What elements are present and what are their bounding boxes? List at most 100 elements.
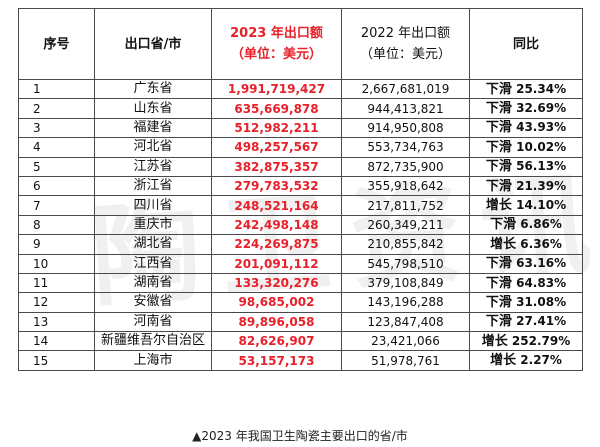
row-2023-export: 242,498,148	[211, 214, 342, 236]
export-table-container: 序号 出口省/市 2023 年出口额 （单位：美元） 2022 年出口额 （单位…	[18, 8, 583, 371]
row-2022-export: 123,847,408	[341, 311, 470, 333]
table-row: 6 浙江省 279,783,532 355,918,642 下滑 21.39%	[18, 175, 583, 197]
row-2022-export: 545,798,510	[341, 253, 470, 274]
row-index: 5	[18, 156, 95, 177]
row-2023-export: 1,991,719,427	[211, 78, 342, 100]
header-2023-unit: （单位：美元）	[230, 47, 322, 62]
row-province: 河北省	[94, 137, 212, 158]
row-province: 山东省	[94, 98, 212, 119]
row-2022-export: 914,950,808	[341, 117, 470, 139]
row-yoy-percent: 31.08%	[516, 294, 567, 309]
row-2023-export: 89,896,058	[211, 311, 342, 333]
row-province: 四川省	[94, 195, 212, 216]
row-yoy-direction: 下滑	[490, 217, 517, 233]
row-index: 14	[18, 331, 95, 352]
row-2023-export: 53,157,173	[211, 350, 342, 371]
table-header: 序号 出口省/市 2023 年出口额 （单位：美元） 2022 年出口额 （单位…	[18, 8, 583, 80]
row-index: 8	[18, 214, 95, 236]
row-2022-export: 379,108,849	[341, 272, 470, 294]
row-province: 江西省	[94, 253, 212, 274]
row-2023-export: 98,685,002	[211, 292, 342, 313]
row-yoy-percent: 25.34%	[516, 81, 567, 96]
row-index: 13	[18, 311, 95, 333]
row-index: 15	[18, 350, 95, 371]
row-province: 河南省	[94, 311, 212, 333]
table-row: 13 河南省 89,896,058 123,847,408 下滑 27.41%	[18, 311, 583, 333]
table-row: 14 新疆维吾尔自治区 82,626,907 23,421,066 增长 252…	[18, 331, 583, 352]
row-index: 4	[18, 137, 95, 158]
row-2022-export: 2,667,681,019	[341, 78, 470, 100]
row-yoy: 下滑 32.69%	[469, 98, 583, 119]
row-yoy-direction: 下滑	[485, 275, 512, 291]
row-2023-export: 498,257,567	[211, 137, 342, 158]
row-index: 10	[18, 253, 95, 274]
row-yoy: 下滑 43.93%	[469, 117, 583, 139]
row-index: 2	[18, 98, 95, 119]
row-yoy-direction: 增长	[485, 198, 512, 214]
row-province: 湖南省	[94, 272, 212, 294]
row-yoy-percent: 32.69%	[516, 101, 567, 116]
row-2023-export: 279,783,532	[211, 175, 342, 197]
table-row: 9 湖北省 224,269,875 210,855,842 增长 6.36%	[18, 234, 583, 255]
row-yoy-percent: 6.36%	[520, 236, 562, 251]
row-2022-export: 217,811,752	[341, 195, 470, 216]
row-index: 9	[18, 234, 95, 255]
row-index: 11	[18, 272, 95, 294]
row-yoy-direction: 下滑	[485, 294, 512, 310]
row-yoy-direction: 下滑	[485, 159, 512, 175]
row-yoy-direction: 下滑	[485, 178, 512, 194]
header-2023-title: 2023 年出口额	[230, 26, 323, 41]
table-row: 10 江西省 201,091,112 545,798,510 下滑 63.16%	[18, 253, 583, 274]
row-2023-export: 82,626,907	[211, 331, 342, 352]
header-2022-export: 2022 年出口额 （单位：美元）	[341, 8, 470, 80]
table-row: 12 安徽省 98,685,002 143,196,288 下滑 31.08%	[18, 292, 583, 313]
row-2023-export: 133,320,276	[211, 272, 342, 294]
row-2022-export: 23,421,066	[341, 331, 470, 352]
row-province: 江苏省	[94, 156, 212, 177]
row-yoy-percent: 252.79%	[511, 333, 571, 348]
table-row: 1 广东省 1,991,719,427 2,667,681,019 下滑 25.…	[18, 78, 583, 100]
table-row: 8 重庆市 242,498,148 260,349,211 下滑 6.86%	[18, 214, 583, 236]
row-yoy: 下滑 27.41%	[469, 311, 583, 333]
row-2023-export: 382,875,357	[211, 156, 342, 177]
header-2022-title: 2022 年出口额	[360, 26, 451, 41]
row-yoy-percent: 43.93%	[516, 120, 567, 135]
row-2023-export: 512,982,211	[211, 117, 342, 139]
row-2022-export: 51,978,761	[341, 350, 470, 371]
table-row: 11 湖南省 133,320,276 379,108,849 下滑 64.83%	[18, 272, 583, 294]
header-index: 序号	[18, 8, 95, 80]
table-caption: ▲2023 年我国卫生陶瓷主要出口的省/市	[192, 429, 408, 443]
table-row: 3 福建省 512,982,211 914,950,808 下滑 43.93%	[18, 117, 583, 139]
row-province: 新疆维吾尔自治区	[94, 331, 212, 352]
row-yoy-direction: 下滑	[485, 139, 512, 155]
row-index: 12	[18, 292, 95, 313]
table-row: 7 四川省 248,521,164 217,811,752 增长 14.10%	[18, 195, 583, 216]
row-yoy: 增长 252.79%	[469, 331, 583, 352]
row-yoy-direction: 增长	[481, 333, 508, 349]
table-row: 15 上海市 53,157,173 51,978,761 增长 2.27%	[18, 350, 583, 371]
row-2022-export: 553,734,763	[341, 137, 470, 158]
row-yoy-direction: 下滑	[485, 314, 512, 330]
row-yoy: 下滑 31.08%	[469, 292, 583, 313]
row-2023-export: 201,091,112	[211, 253, 342, 274]
row-2023-export: 248,521,164	[211, 195, 342, 216]
row-yoy: 下滑 56.13%	[469, 156, 583, 177]
row-2022-export: 260,349,211	[341, 214, 470, 236]
row-yoy-direction: 增长	[490, 353, 517, 369]
row-yoy-percent: 21.39%	[516, 178, 567, 193]
row-yoy-direction: 下滑	[485, 101, 512, 117]
row-yoy-percent: 56.13%	[516, 159, 567, 174]
row-yoy: 增长 2.27%	[469, 350, 583, 371]
row-yoy: 下滑 63.16%	[469, 253, 583, 274]
row-province: 重庆市	[94, 214, 212, 236]
row-yoy-percent: 2.27%	[520, 353, 562, 368]
row-yoy: 下滑 21.39%	[469, 175, 583, 197]
row-province: 福建省	[94, 117, 212, 139]
row-2022-export: 944,413,821	[341, 98, 470, 119]
row-province: 上海市	[94, 350, 212, 371]
row-yoy-direction: 下滑	[485, 256, 512, 272]
row-2023-export: 635,669,878	[211, 98, 342, 119]
row-yoy: 下滑 25.34%	[469, 78, 583, 100]
row-index: 7	[18, 195, 95, 216]
header-2022-unit: （单位：美元）	[359, 47, 451, 62]
